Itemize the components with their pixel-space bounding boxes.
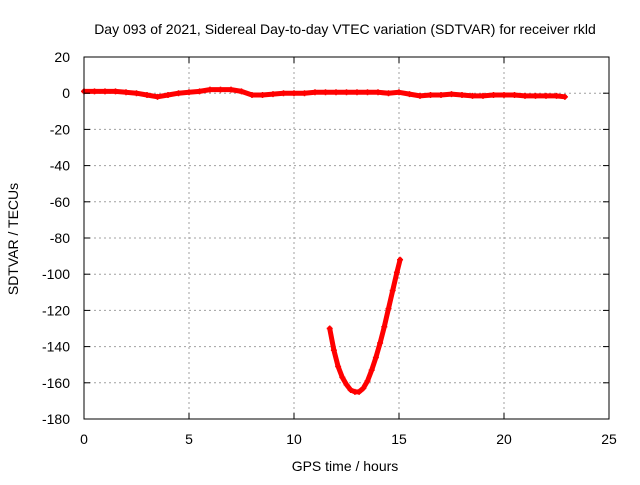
- data-series-1: [81, 86, 568, 100]
- tick-labels: 0 5 10 15 20 25 20 0 -20 -40 -60 -80 -100 -120 -140 -16…: [42, 49, 617, 447]
- data-point: [238, 88, 245, 95]
- axis-ticks: [83, 56, 610, 420]
- data-point: [406, 91, 413, 98]
- data-point: [354, 89, 360, 96]
- data-point: [396, 89, 402, 96]
- data-point: [207, 86, 213, 93]
- y-tick-label: 20: [54, 49, 70, 65]
- data-point: [301, 90, 308, 97]
- data-point: [280, 90, 287, 97]
- data-point: [330, 347, 337, 354]
- data-point: [259, 92, 266, 99]
- data-point: [459, 92, 465, 99]
- y-tick-label: -180: [42, 411, 70, 427]
- data-point: [112, 88, 119, 95]
- data-point: [356, 388, 363, 395]
- data-point: [438, 92, 444, 99]
- data-point: [91, 88, 98, 95]
- data-point: [335, 363, 342, 370]
- data-point: [228, 86, 234, 93]
- data-point: [196, 88, 203, 95]
- data-point: [270, 91, 276, 98]
- data-point: [389, 287, 396, 294]
- data-point: [490, 92, 497, 99]
- data-point: [154, 93, 161, 100]
- data-point: [312, 89, 318, 96]
- x-tick-label: 25: [601, 431, 617, 447]
- data-point: [385, 305, 392, 312]
- y-tick-label: -20: [50, 121, 70, 137]
- data-point: [291, 90, 297, 97]
- data-point: [144, 92, 150, 99]
- data-point: [385, 90, 392, 97]
- data-point: [333, 89, 339, 96]
- data-point: [377, 339, 384, 346]
- data-point: [381, 323, 388, 330]
- data-point: [393, 269, 400, 276]
- data-point: [469, 92, 476, 99]
- data-point: [427, 92, 434, 99]
- data-point: [343, 89, 350, 96]
- y-tick-label: -160: [42, 375, 70, 391]
- data-point: [339, 374, 346, 381]
- data-point: [480, 92, 486, 99]
- data-point: [511, 92, 518, 99]
- data-point: [397, 256, 404, 263]
- y-tick-label: -100: [42, 266, 70, 282]
- data-point: [102, 88, 108, 95]
- data-point: [217, 86, 224, 93]
- data-point: [326, 325, 333, 332]
- y-tick-label: -60: [50, 194, 70, 210]
- x-tick-label: 5: [185, 431, 193, 447]
- data-point: [501, 92, 507, 99]
- x-tick-label: 0: [80, 431, 88, 447]
- grid-lines: [84, 57, 609, 419]
- x-tick-label: 20: [496, 431, 512, 447]
- data-point: [123, 89, 129, 96]
- y-tick-label: -40: [50, 158, 70, 174]
- x-tick-label: 15: [391, 431, 407, 447]
- y-tick-label: -80: [50, 230, 70, 246]
- chart-title: Day 093 of 2021, Sidereal Day-to-day VTE…: [94, 21, 596, 37]
- data-point: [322, 89, 329, 96]
- data-point: [372, 354, 379, 361]
- data-point: [364, 377, 371, 384]
- data-point: [553, 92, 560, 99]
- data-point: [133, 90, 140, 97]
- y-axis-label: SDTVAR / TECUs: [5, 183, 21, 295]
- data-point: [543, 92, 549, 99]
- data-point: [364, 89, 371, 96]
- data-point: [249, 92, 255, 99]
- y-tick-label: 0: [62, 85, 70, 101]
- data-point: [360, 385, 367, 392]
- data-point: [186, 89, 192, 96]
- y-tick-label: -120: [42, 302, 70, 318]
- plot-data: [81, 86, 568, 395]
- data-point: [561, 93, 568, 100]
- data-point: [522, 92, 528, 99]
- data-point: [375, 89, 381, 96]
- data-point: [165, 92, 171, 99]
- data-point: [417, 92, 423, 99]
- data-point: [175, 90, 182, 97]
- data-point: [532, 92, 539, 99]
- data-point: [448, 91, 455, 98]
- data-series-2: [326, 256, 404, 395]
- x-axis-label: GPS time / hours: [292, 458, 399, 474]
- data-point: [343, 381, 350, 388]
- data-point: [368, 367, 375, 374]
- data-point: [347, 387, 354, 394]
- y-tick-label: -140: [42, 339, 70, 355]
- x-tick-label: 10: [286, 431, 302, 447]
